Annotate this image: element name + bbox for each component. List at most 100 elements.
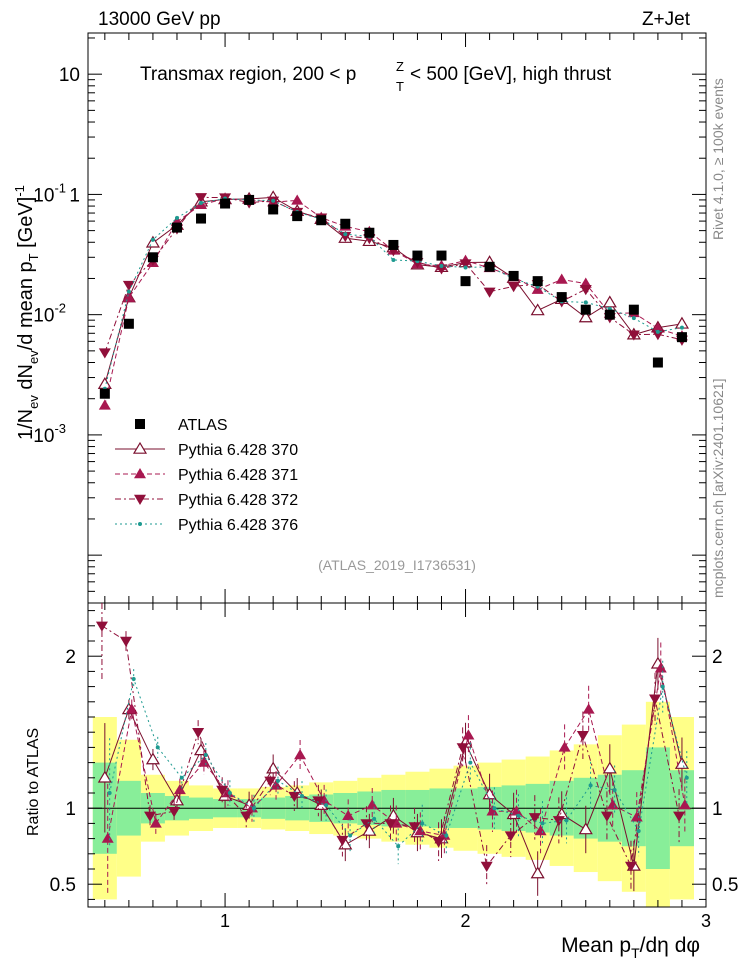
atlas-data-point [628,304,639,315]
ratio-point [630,811,643,822]
ratio-point [462,729,475,740]
mcplots-label: mcplots.cern.ch [arXiv:2401.10621] [710,379,726,598]
chart-title: Transmax region, 200 < p [140,64,356,85]
legend-label: ATLAS [178,417,228,434]
series-point [655,329,660,334]
ratio-axis-ticks: 1 2 30.5 0.51 12 2 [50,603,738,931]
series-point [651,329,664,341]
series-point [199,200,204,205]
ratio-point [390,817,403,828]
series-point [98,399,111,410]
ratio-panel: 1 2 30.5 0.51 12 2 [50,602,738,931]
analysis-tag: (ATLAS_2019_I1736531) [318,557,476,573]
ratio-point [149,817,162,828]
ratio-point [125,703,138,714]
ratio-point [144,811,157,822]
ratio-point [216,785,229,796]
ratio-point [674,756,690,769]
ratio-point [119,636,132,647]
legend-marker [135,419,145,429]
ratio-point [530,866,545,879]
series-point [339,231,352,243]
atlas-data-point [268,204,279,215]
ratio-point [168,807,181,818]
series-point [411,258,424,269]
ratio-point [480,861,493,872]
ratio-point [516,813,521,818]
atlas-data-point [99,388,110,399]
series-point [578,310,593,323]
ratio-point [192,728,205,739]
title-sub: T [396,79,404,94]
ratio-point [360,819,373,830]
atlas-data-point [580,304,591,315]
series-point [439,263,444,268]
xlabel-b: /dη dφ [640,934,700,957]
ratio-point [504,831,517,842]
ratio-point [552,816,565,827]
legend: ATLAS Pythia 6.428 370 Pythia 6.428 371 Pyt… [115,417,298,534]
ratio-point [510,805,523,816]
series-point [679,325,684,330]
series-point [435,264,448,275]
y-axis-label: 1/Nev dNev/d mean pT [GeV]-1 [12,185,41,440]
ratio-point [582,703,595,714]
ratio-point [312,796,325,807]
atlas-data-point [532,276,543,287]
ratio-point [684,775,689,780]
atlas-data-point [364,227,375,238]
ratio-point [602,761,617,774]
ratio-point [101,832,114,843]
xlabel-sub: T [631,945,640,961]
ratio-point [131,677,136,681]
atlas-data-point [412,250,423,261]
ratio-point [420,821,425,826]
ratio-point [240,811,253,822]
atlas-data-point [484,261,495,272]
atlas-data-point [244,194,255,205]
ratio-point [95,621,108,632]
y-tick-label: 10-3 [33,421,66,447]
main-panel: 10-3 10-2 10-1 1 10 Transmax region, 200 < p… [33,32,707,604]
atlas-data-point [676,332,687,343]
y-tick-exponent: -3 [54,421,66,436]
ratio-point [606,799,619,810]
legend-label: Pythia 6.428 370 [178,442,298,459]
atlas-data-point [340,218,351,229]
header-left: 13000 GeV pp [98,9,221,30]
ratio-point [660,684,665,689]
ratio-tick-label: 1 [65,799,76,820]
title-sup: Z [396,59,404,74]
ratio-point [372,816,377,821]
ratio-point [251,806,256,811]
ratio-tick-label: 2 [65,647,76,668]
ratio-point [654,662,667,673]
series-point [579,285,592,296]
series-point [583,300,588,305]
legend-label: Pythia 6.428 371 [178,467,298,484]
series-point [145,235,160,248]
series-point [627,330,640,341]
legend-label: Pythia 6.428 376 [178,517,298,534]
ylabel-d: [GeV] [15,197,37,254]
ylabel-sub1: ev [26,395,41,409]
y-tick-label: 10-1 [33,180,66,206]
x-axis-label: Mean pT/dη dφ [561,934,700,961]
ratio-point [456,743,469,754]
y-tick-label: 10 [59,65,80,86]
series-point [391,257,396,262]
ratio-point [197,756,210,767]
atlas-data-point [316,215,327,226]
title-part-b: < 500 [GeV], high thrust [410,64,612,85]
ylabel-a: 1/N [15,409,37,440]
series-point [271,198,276,203]
ratio-point [588,783,593,788]
ratio-tick-label-right: 2 [712,647,723,668]
ylabel-sub2: ev [26,350,41,364]
legend-marker [134,494,146,505]
ratio-point [600,811,613,822]
ratio-point [432,837,445,848]
ratio-point [624,861,637,872]
ratio-point [576,731,589,742]
